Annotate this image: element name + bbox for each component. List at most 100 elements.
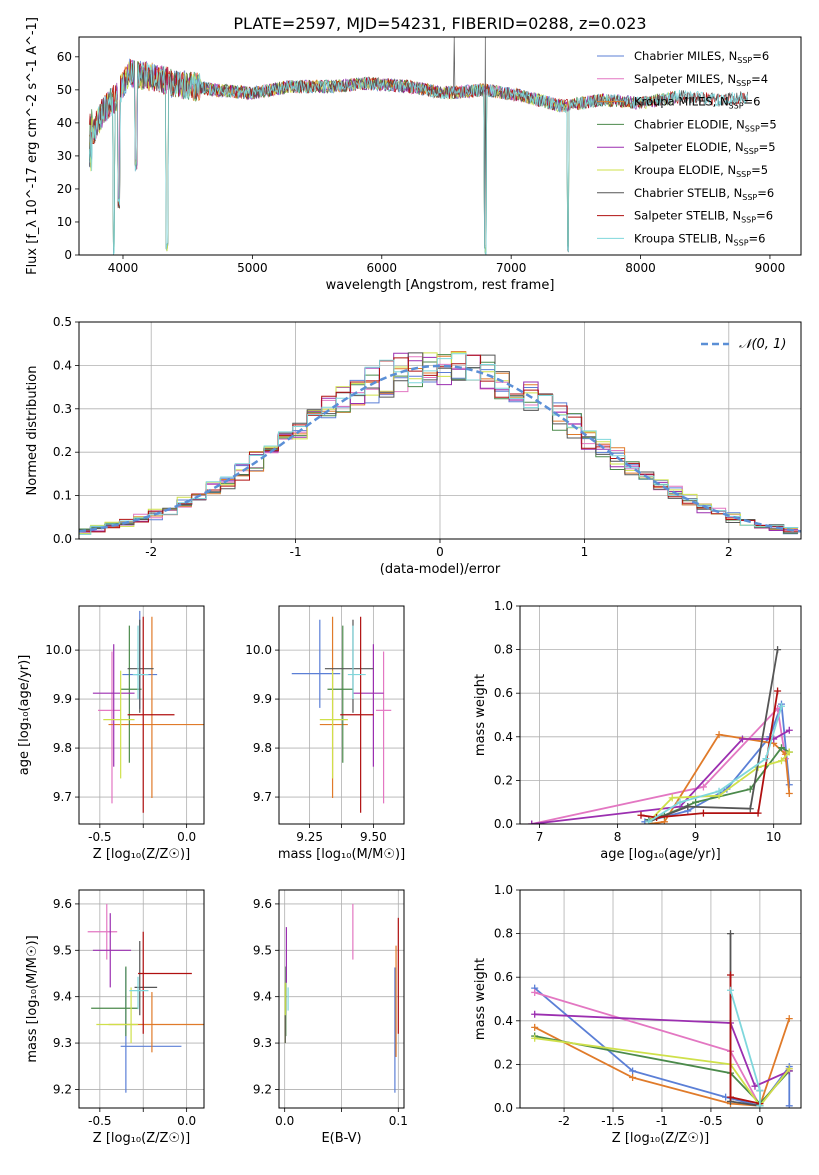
weight-marker-7 — [774, 687, 782, 695]
x-tick-label: -1.5 — [601, 1114, 624, 1128]
weight-marker-8 — [756, 1087, 764, 1095]
x-tick-label: 1 — [581, 545, 589, 559]
x-axis-label: mass [log₁₀(M/M☉)] — [278, 847, 405, 862]
x-tick-label: -0.5 — [88, 830, 111, 844]
weight-marker-5 — [785, 748, 793, 756]
x-tick-label: -2 — [558, 1114, 570, 1128]
x-tick-label: 0.0 — [275, 1114, 294, 1128]
weight-marker-3 — [692, 798, 700, 806]
residual-hist-3 — [79, 354, 798, 534]
weight-marker-6 — [746, 805, 754, 813]
weight-marker-4 — [751, 1082, 759, 1090]
x-tick-label: -0.5 — [699, 1114, 722, 1128]
y-tick-label: 9.9 — [53, 692, 72, 706]
age-vs-Z-panel: -0.5 0.0 9.7 9.8 9.9 10.0 Z [log₁₀(Z/Z☉)] age [… — [17, 605, 205, 862]
axes-frame — [78, 605, 205, 825]
y-tick-label: 20 — [57, 182, 72, 196]
x-tick-label: 0 — [436, 545, 444, 559]
x-tick-label: -2 — [145, 545, 157, 559]
x-tick-label: 9.50 — [360, 830, 387, 844]
mass-weight-vs-age-panel: 7 8 9 10 0.0 0.2 0.4 0.6 0.8 1.0 age [log₁₀(age/yr… — [473, 599, 802, 862]
y-axis-label: Flux [f_λ 10^-17 erg cm^-2 s^-1 A^-1] — [25, 17, 40, 275]
x-tick-label: 8 — [614, 830, 622, 844]
y-axis-label: mass weight — [473, 958, 488, 1040]
y-tick-label: 0.0 — [494, 1101, 513, 1115]
y-tick-label: 9.5 — [53, 943, 72, 957]
x-tick-label: 0.0 — [177, 1114, 196, 1128]
y-tick-label: 30 — [57, 149, 72, 163]
age-vs-mass-panel: 9.25 9.50 9.7 9.8 9.9 10.0 mass [log₁₀(M/M☉)] — [245, 605, 405, 862]
axes-frame — [78, 889, 205, 1109]
axes-frame — [278, 605, 405, 825]
legend-label: Chabrier MILES, NSSP=6 — [634, 49, 769, 65]
x-tick-label: 7000 — [496, 261, 527, 275]
plot-area — [79, 351, 801, 535]
y-tick-label: 9.4 — [253, 990, 272, 1004]
legend-label: Salpeter STELIB, NSSP=6 — [634, 209, 773, 225]
y-tick-label: 0 — [64, 248, 72, 262]
mass-vs-Z-panel: -0.5 0.0 9.2 9.3 9.4 9.5 9.6 Z [log₁₀(Z/Z☉)] mas… — [25, 889, 205, 1146]
x-tick-label: 9 — [692, 830, 700, 844]
y-tick-label: 0.6 — [494, 686, 513, 700]
weight-marker-8 — [756, 1102, 764, 1108]
y-tick-label: 9.2 — [253, 1082, 272, 1096]
x-axis-label: wavelength [Angstrom, rest frame] — [326, 278, 555, 293]
plot-area — [89, 37, 749, 255]
x-axis-label: E(B-V) — [321, 1131, 361, 1146]
weight-marker-7 — [727, 971, 735, 979]
y-tick-label: 9.7 — [253, 790, 272, 804]
weight-series-0 — [644, 703, 791, 823]
y-tick-label: 9.3 — [53, 1036, 72, 1050]
axes-frame — [519, 889, 802, 1109]
y-tick-label: 0.6 — [494, 970, 513, 984]
weight-series-5 — [534, 1037, 791, 1108]
residual-hist-2 — [79, 351, 798, 535]
x-tick-label: 8000 — [625, 261, 656, 275]
x-tick-label: 6000 — [367, 261, 398, 275]
weight-series-8 — [648, 706, 783, 823]
weight-marker-2 — [715, 731, 723, 739]
y-tick-label: 60 — [57, 50, 72, 64]
weight-marker-8 — [645, 818, 653, 824]
y-tick-label: 1.0 — [494, 883, 513, 897]
axes-frame — [519, 605, 802, 825]
y-tick-label: 9.5 — [253, 943, 272, 957]
x-tick-label: 0.0 — [177, 830, 196, 844]
weight-marker-4 — [785, 726, 793, 734]
y-tick-label: 40 — [57, 116, 72, 130]
y-tick-label: 10.0 — [45, 643, 72, 657]
weight-marker-8 — [676, 798, 684, 806]
y-tick-label: 0.1 — [53, 489, 72, 503]
x-tick-label: 5000 — [237, 261, 268, 275]
y-tick-label: 9.8 — [253, 741, 272, 755]
axes-frame — [78, 321, 802, 540]
y-axis-label: age [log₁₀(age/yr)] — [17, 655, 32, 776]
plot-area — [291, 616, 392, 813]
weight-marker-7 — [727, 1093, 735, 1101]
weight-marker-0 — [629, 1067, 637, 1075]
weight-marker-4 — [531, 1010, 539, 1018]
x-tick-label: -1 — [290, 545, 302, 559]
weight-marker-8 — [762, 755, 770, 763]
weight-marker-2 — [785, 1015, 793, 1023]
weight-marker-5 — [531, 1034, 539, 1042]
weight-marker-7 — [754, 809, 762, 817]
y-tick-label: 0.5 — [53, 315, 72, 329]
y-tick-label: 10.0 — [245, 643, 272, 657]
legend-label: Kroupa ELODIE, NSSP=5 — [634, 163, 768, 179]
y-tick-label: 9.4 — [53, 990, 72, 1004]
plot-area — [531, 930, 793, 1108]
figure-title: PLATE=2597, MJD=54231, FIBERID=0288, z=0… — [233, 14, 646, 33]
y-axis-label: Normed distribution — [25, 366, 40, 496]
weight-marker-8 — [777, 702, 785, 710]
x-tick-label: 9.25 — [296, 830, 323, 844]
weight-marker-1 — [531, 988, 539, 996]
x-tick-label: 0.1 — [389, 1114, 408, 1128]
y-tick-label: 0.8 — [494, 927, 513, 941]
y-tick-label: 9.2 — [53, 1082, 72, 1096]
weight-marker-2 — [785, 789, 793, 797]
y-tick-label: 1.0 — [494, 599, 513, 613]
weight-marker-5 — [668, 794, 676, 802]
x-axis-label: (data-model)/error — [380, 562, 501, 577]
